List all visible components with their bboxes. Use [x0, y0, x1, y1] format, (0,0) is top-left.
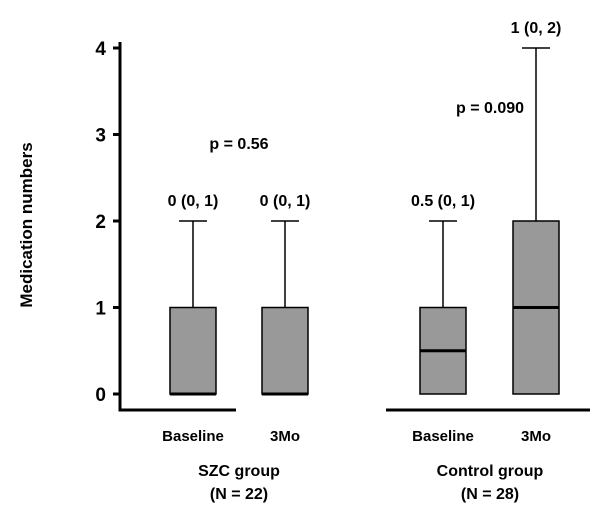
category-label: 3Mo [270, 428, 300, 445]
box [169, 306, 217, 395]
labels: Baseline 3Mo Baseline 3Mo SZC group (N = 22) C… [162, 428, 551, 503]
box-annotation: 0.5 (0, 1) [411, 193, 475, 210]
y-tick-label: 1 [95, 299, 106, 320]
y-tick-label: 3 [95, 126, 106, 147]
group-n: (N = 22) [210, 486, 268, 503]
category-label: 3Mo [521, 428, 551, 445]
group-name: SZC group [198, 463, 280, 480]
y-axis-title: Medication numbers [17, 142, 36, 307]
box-annotation: 0 (0, 1) [260, 193, 311, 210]
p-value: p = 0.090 [456, 100, 524, 117]
box-annotation: 0 (0, 1) [168, 193, 219, 210]
p-value: p = 0.56 [209, 136, 268, 153]
category-label: Baseline [412, 428, 474, 445]
y-tick-label: 4 [95, 39, 106, 60]
y-tick-label: 0 [95, 385, 106, 406]
annotations: 0 (0, 1) 0 (0, 1) 0.5 (0, 1) 1 (0, 2) p = 0.… [168, 20, 562, 210]
category-label: Baseline [162, 428, 224, 445]
group-name: Control group [437, 463, 544, 480]
box-annotation: 1 (0, 2) [511, 20, 562, 37]
group-n: (N = 28) [461, 486, 519, 503]
y-tick-label: 2 [95, 212, 106, 233]
box [261, 306, 309, 395]
boxes [169, 47, 560, 396]
y-axis: 0 1 2 3 4 [95, 39, 122, 410]
